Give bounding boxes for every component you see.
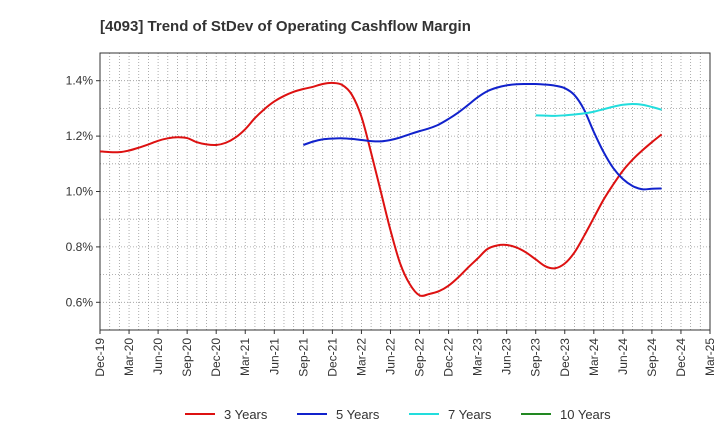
y-tick-label: 1.4% [66, 74, 94, 88]
y-tick-label: 1.2% [66, 129, 94, 143]
series-line-5-years [303, 82, 662, 191]
y-tick-label: 0.6% [66, 295, 94, 309]
chart-title: [4093] Trend of StDev of Operating Cashf… [100, 18, 471, 35]
plot-frame [99, 52, 711, 331]
x-tick-label: Dec-23 [558, 338, 572, 377]
x-tick-label: Mar-24 [587, 338, 601, 376]
legend-label-10-years: 10 Years [560, 407, 611, 422]
x-tick-label: Mar-20 [122, 338, 136, 376]
x-tick-label: Mar-25 [703, 338, 717, 376]
x-tick-label: Mar-23 [471, 338, 485, 376]
x-tick-label: Jun-23 [500, 338, 514, 375]
x-tick-label: Dec-24 [674, 338, 688, 377]
x-tick-label: Jun-20 [151, 338, 165, 375]
x-tick-label: Sep-24 [645, 338, 659, 377]
plot-area: 0.6% 0.8% 1.0% 1.2% 1.4% Dec-19 Mar-20 Jun-20 Se… [66, 52, 717, 377]
x-tick-label: Dec-21 [325, 338, 339, 377]
x-tick-label: Dec-20 [209, 338, 223, 377]
x-tick-label: Sep-22 [413, 338, 427, 377]
legend-label-3-years: 3 Years [224, 407, 268, 422]
x-tick-label: Jun-22 [383, 338, 397, 375]
x-tick-label: Sep-23 [529, 338, 543, 377]
legend: 3 Years 5 Years 7 Years 10 Years [185, 407, 611, 422]
x-tick-label: Jun-24 [616, 338, 630, 375]
y-tick-label: 1.0% [66, 185, 94, 199]
x-tick-label: Sep-21 [296, 338, 310, 377]
legend-label-7-years: 7 Years [448, 407, 492, 422]
x-tick-label: Jun-21 [267, 338, 281, 375]
y-tick-label: 0.8% [66, 240, 94, 254]
legend-label-5-years: 5 Years [336, 407, 380, 422]
x-tick-label: Dec-19 [93, 338, 107, 377]
series-line-3-years [99, 81, 663, 297]
series-line-7-years [535, 102, 662, 117]
x-tick-label: Dec-22 [442, 338, 456, 377]
x-tick-label: Mar-22 [354, 338, 368, 376]
x-tick-label: Sep-20 [180, 338, 194, 377]
x-tick-label: Mar-21 [238, 338, 252, 376]
